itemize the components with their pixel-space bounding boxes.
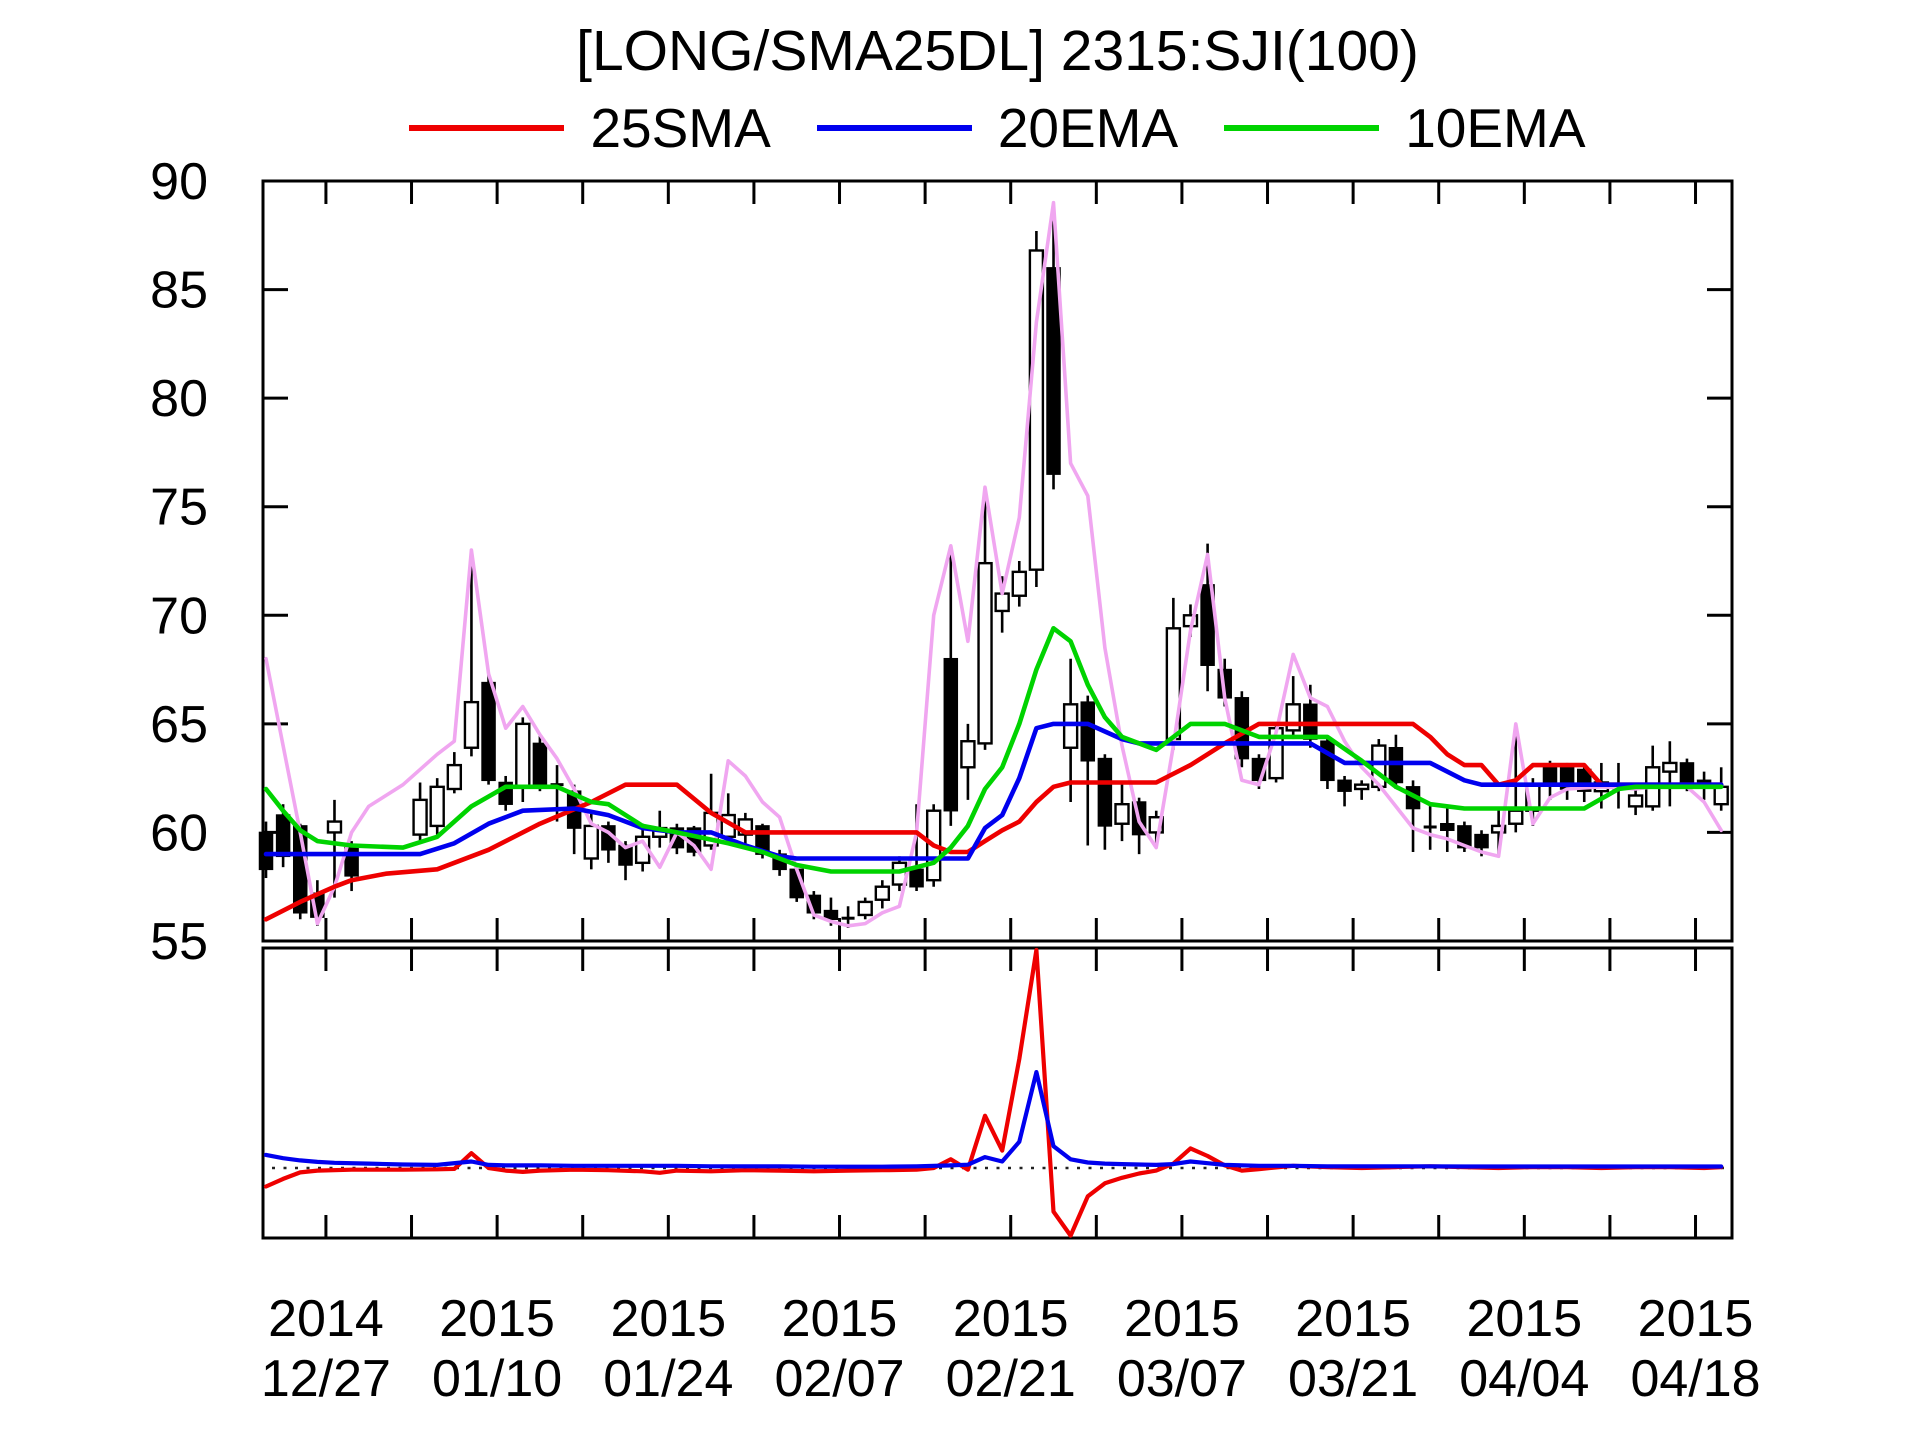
line-sma25 bbox=[263, 721, 1724, 922]
legend-swatch-10ema-icon bbox=[1224, 125, 1380, 131]
axes bbox=[261, 179, 1734, 1240]
legend-item-20ema: 20EMA bbox=[816, 96, 1179, 160]
svg-text:85: 85 bbox=[150, 262, 208, 320]
line-ema10 bbox=[263, 626, 1724, 874]
oscillator-red-line bbox=[263, 947, 1724, 1238]
y-axis-labels: 55 60 65 70 75 80 85 90 bbox=[150, 153, 208, 971]
legend-label-25sma: 25SMA bbox=[590, 97, 771, 159]
line-pink-extreme bbox=[264, 200, 1723, 928]
svg-text:55: 55 bbox=[150, 913, 208, 971]
legend-swatch-20ema-icon bbox=[816, 125, 972, 131]
legend-label-10ema: 10EMA bbox=[1405, 97, 1586, 159]
svg-text:60: 60 bbox=[150, 804, 208, 862]
chart-legend: 25SMA 20EMA 10EMA bbox=[263, 96, 1732, 160]
svg-text:80: 80 bbox=[150, 370, 208, 428]
legend-label-20ema: 20EMA bbox=[997, 97, 1179, 159]
x-axis-labels: 2014 12/27 2015 01/10 2015 01/24 2015 02/07 2015… bbox=[261, 1290, 1761, 1408]
svg-text:90: 90 bbox=[150, 153, 208, 211]
svg-text:65: 65 bbox=[150, 696, 208, 754]
legend-item-10ema: 10EMA bbox=[1224, 96, 1586, 160]
chart-title: [LONG/SMA25DL] 2315:SJI(100) bbox=[576, 19, 1419, 83]
svg-text:75: 75 bbox=[150, 479, 208, 537]
oscillator-blue-line bbox=[263, 1070, 1724, 1169]
x-ticks bbox=[324, 182, 1698, 1237]
legend-item-25sma: 25SMA bbox=[409, 96, 771, 160]
svg-text:70: 70 bbox=[150, 587, 208, 645]
legend-swatch-25sma-icon bbox=[409, 125, 565, 131]
line-ema20 bbox=[263, 721, 1724, 861]
